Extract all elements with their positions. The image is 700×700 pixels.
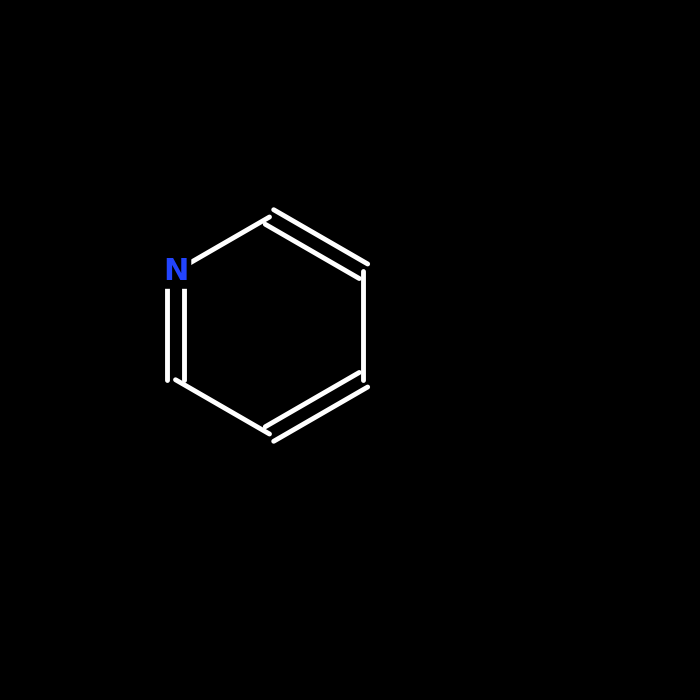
Text: N: N: [163, 257, 188, 286]
